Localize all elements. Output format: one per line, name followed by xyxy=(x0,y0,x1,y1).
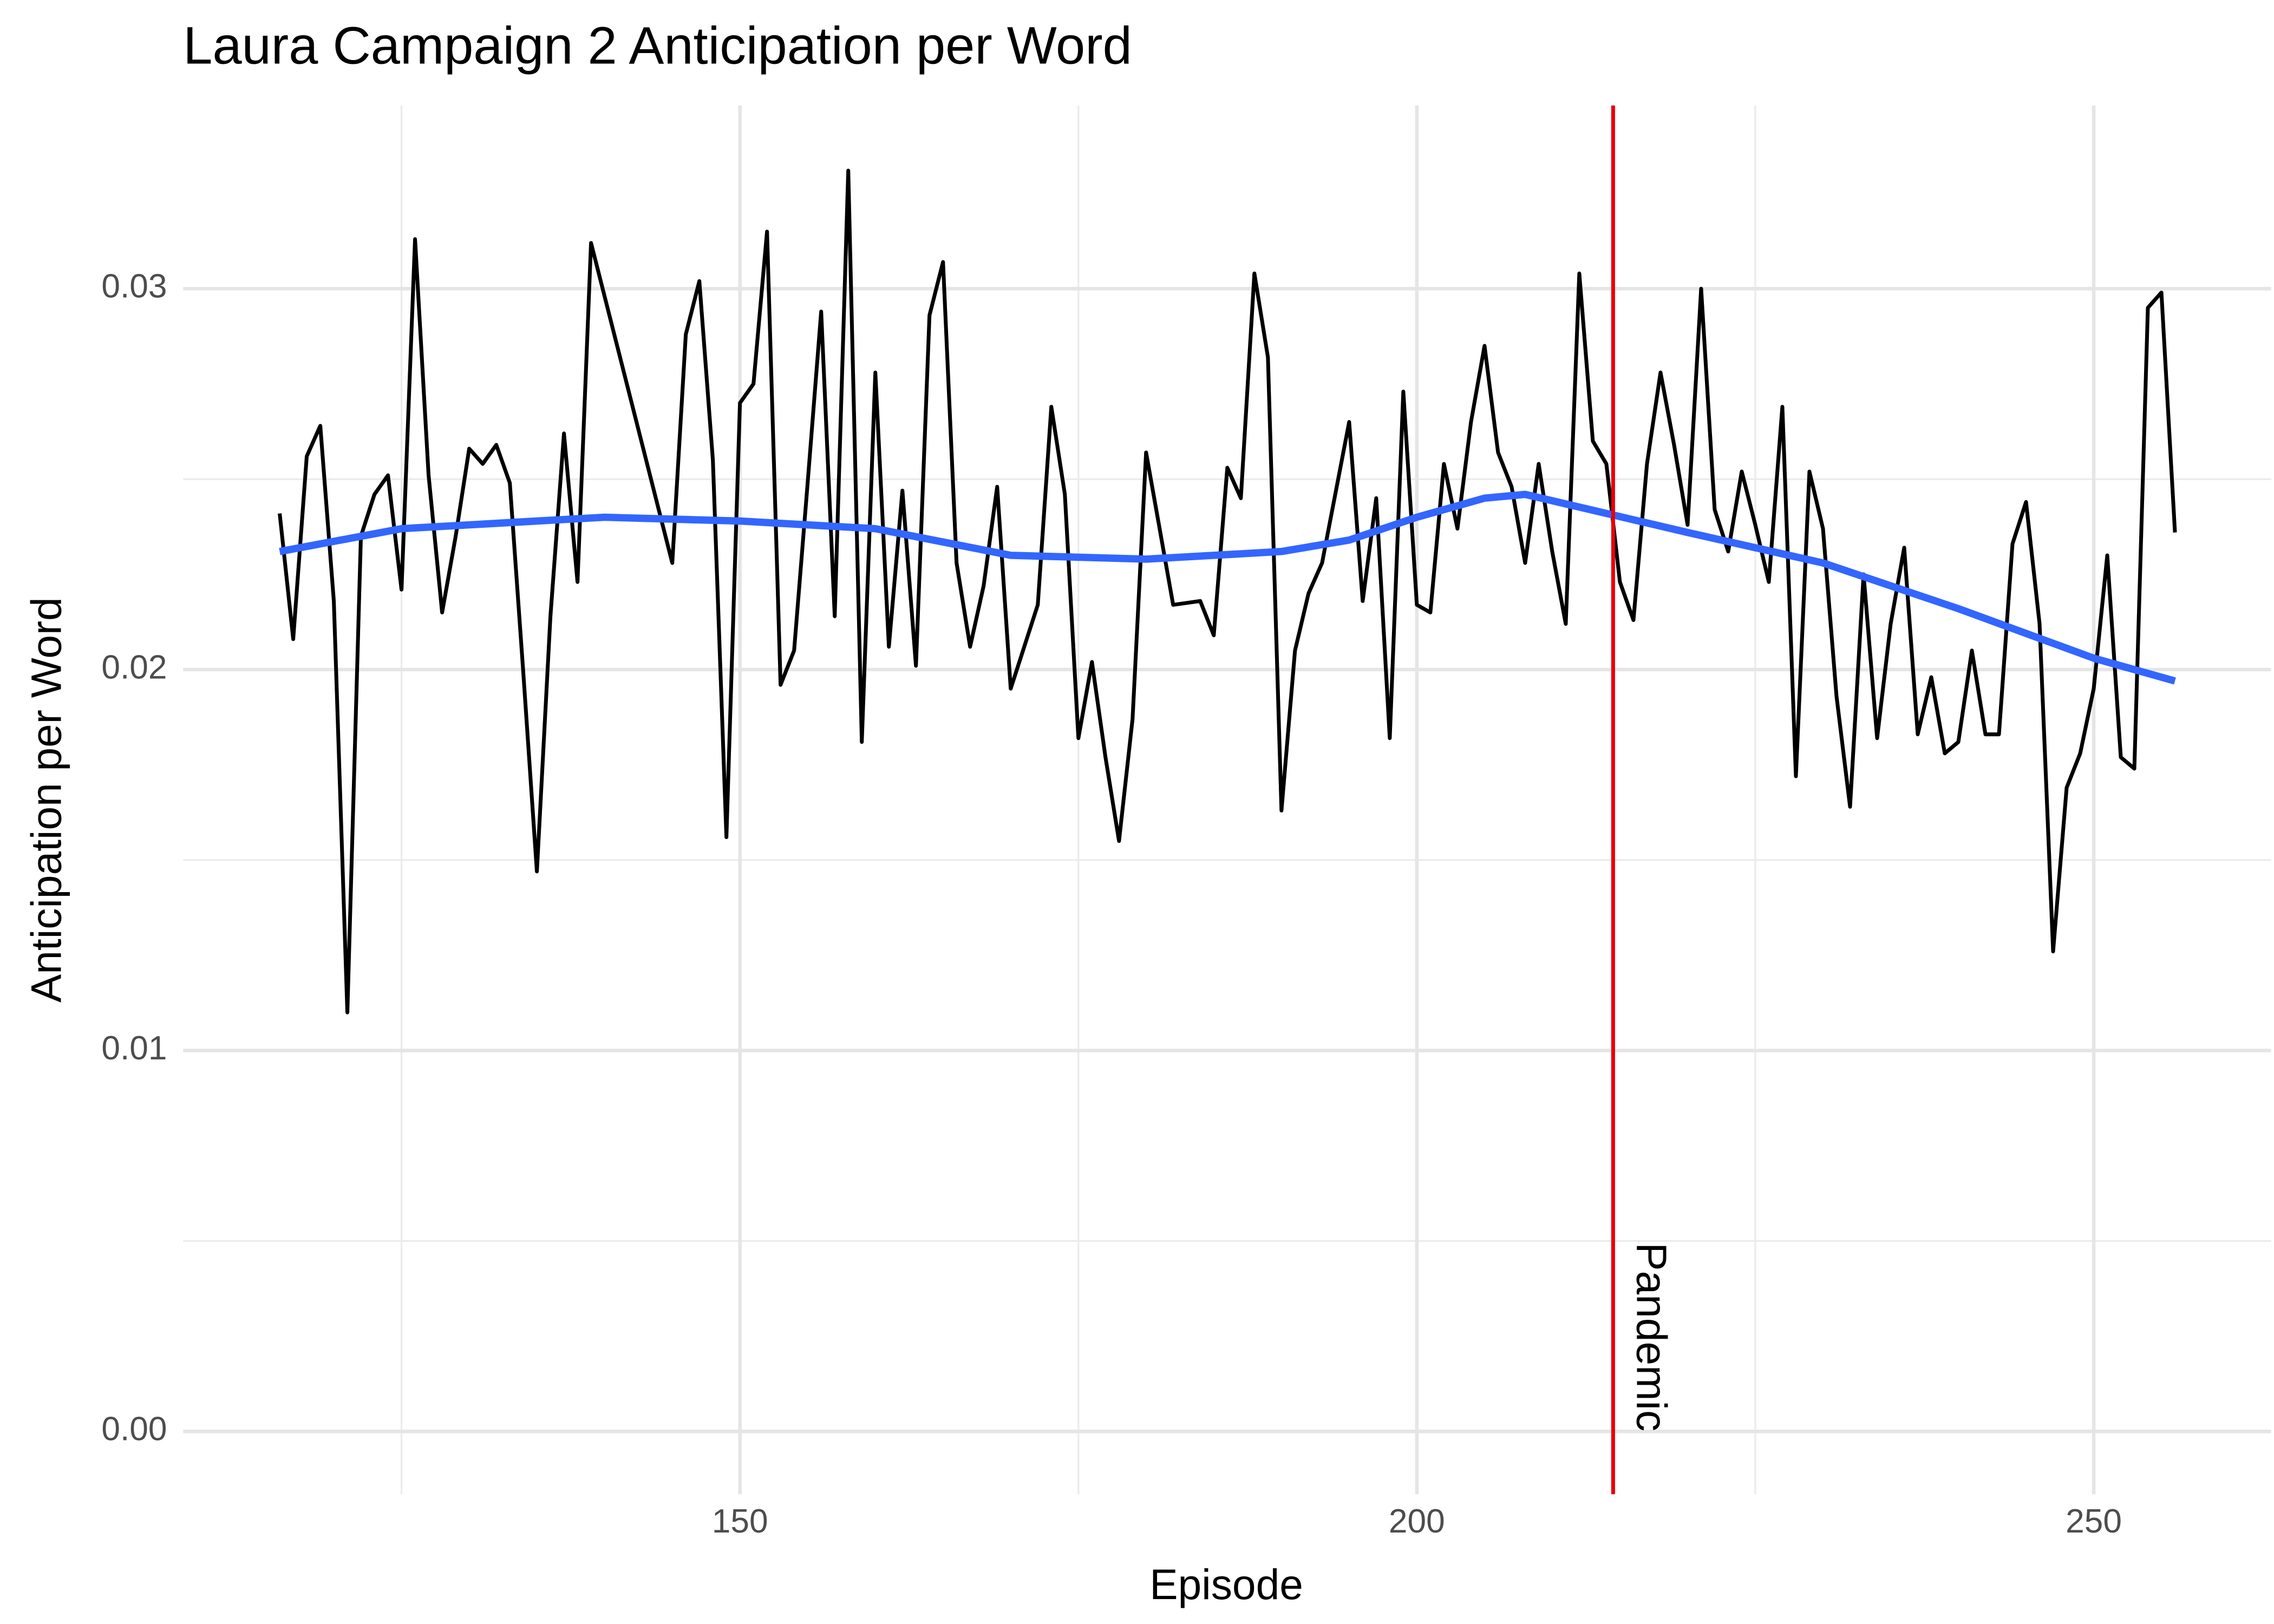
series-line xyxy=(279,490,2176,685)
y-tick-label: 0.02 xyxy=(101,649,167,686)
y-tick-label: 0.03 xyxy=(101,268,167,305)
x-tick-label: 200 xyxy=(1389,1503,1445,1540)
chart-title: Laura Campaign 2 Anticipation per Word xyxy=(183,16,1132,75)
y-tick-label: 0.00 xyxy=(101,1411,167,1448)
x-tick-label: 250 xyxy=(2066,1503,2122,1540)
y-axis-label: Anticipation per Word xyxy=(23,597,70,1003)
reference-label: Pandemic xyxy=(1628,1242,1676,1431)
series-line xyxy=(278,168,2177,1014)
x-axis-label: Episode xyxy=(1149,1561,1303,1608)
x-tick-label: 150 xyxy=(712,1503,768,1540)
y-tick-label: 0.01 xyxy=(101,1030,167,1067)
